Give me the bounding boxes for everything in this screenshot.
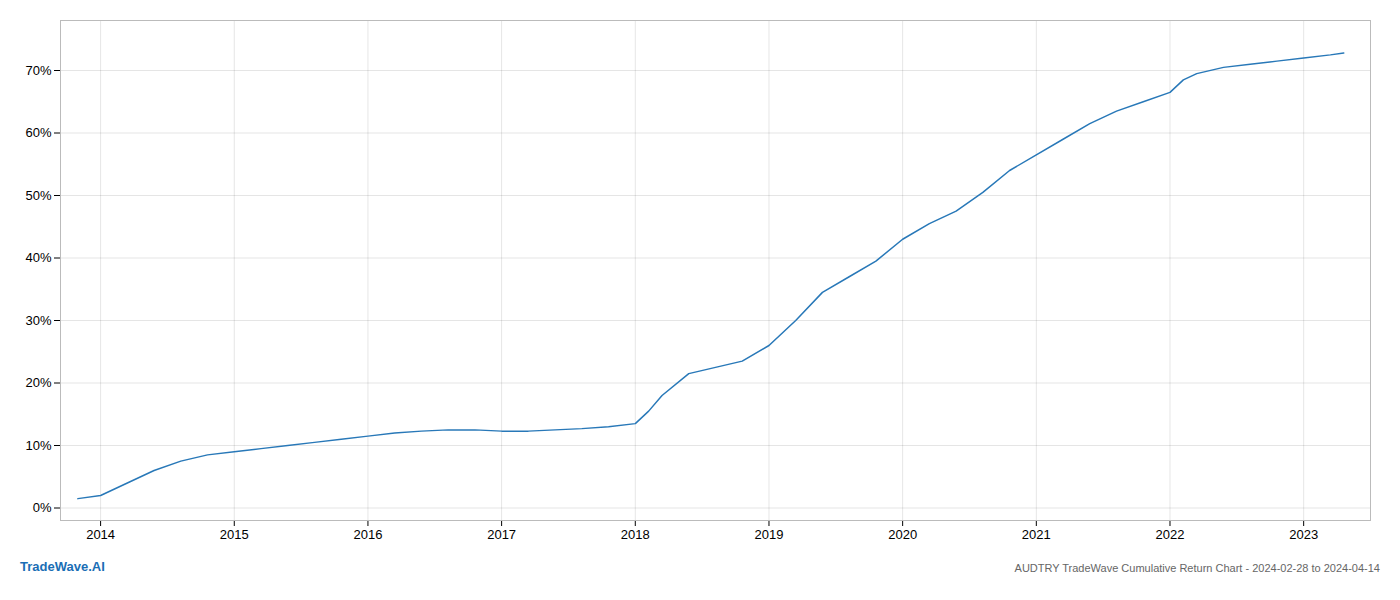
html-text:TradeWave.AI: TradeWave.AI — [20, 559, 105, 574]
svg-text:2014: 2014 — [86, 527, 115, 542]
svg-text:70%: 70% — [25, 63, 51, 78]
svg-text:60%: 60% — [25, 125, 51, 140]
svg-text:2023: 2023 — [1289, 527, 1318, 542]
svg-text:2018: 2018 — [621, 527, 650, 542]
svg-text:2021: 2021 — [1022, 527, 1051, 542]
svg-text:2020: 2020 — [888, 527, 917, 542]
svg-text:2019: 2019 — [755, 527, 784, 542]
svg-text:20%: 20% — [25, 375, 51, 390]
html-text:AUDTRY TradeWave Cumulative Re: AUDTRY TradeWave Cumulative Return Chart… — [1014, 562, 1380, 574]
svg-text:0%: 0% — [33, 500, 52, 515]
svg-text:30%: 30% — [25, 313, 51, 328]
svg-text:2022: 2022 — [1156, 527, 1185, 542]
svg-text:50%: 50% — [25, 188, 51, 203]
svg-text:2015: 2015 — [220, 527, 249, 542]
svg-text:40%: 40% — [25, 250, 51, 265]
svg-text:2016: 2016 — [353, 527, 382, 542]
svg-text:10%: 10% — [25, 438, 51, 453]
svg-text:2017: 2017 — [487, 527, 516, 542]
